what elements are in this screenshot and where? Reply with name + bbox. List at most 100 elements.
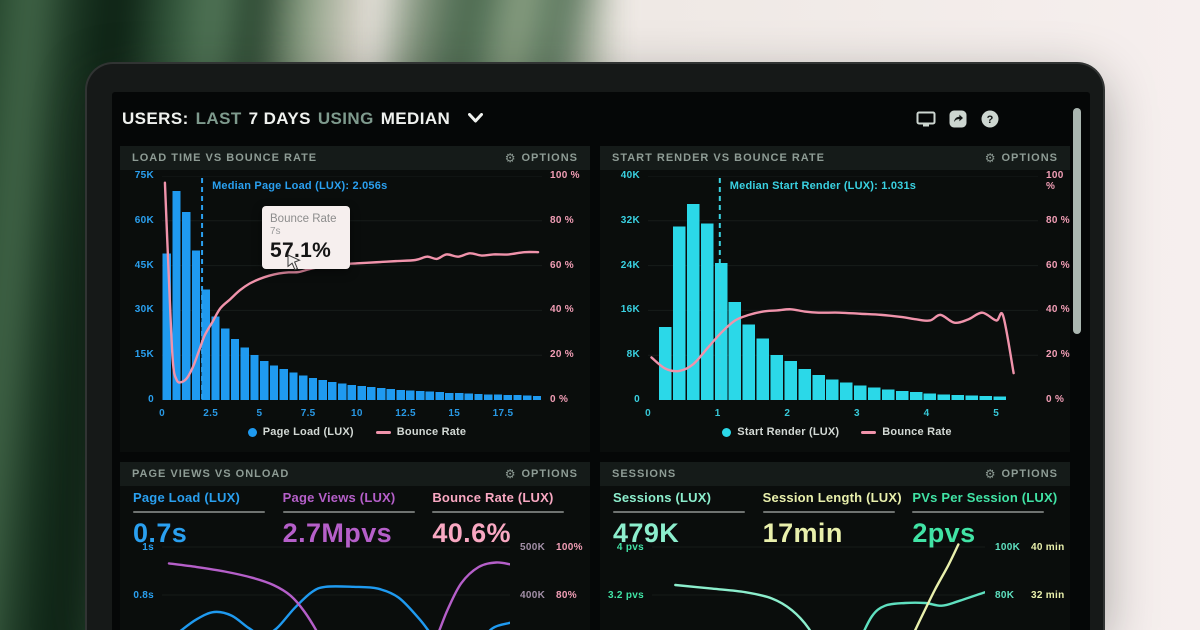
y-axis-tick-right: 60 % [1046, 259, 1070, 271]
y-axis-label-left: 1s [142, 542, 154, 553]
metric-page-load: Page Load (LUX) 0.7s [133, 490, 283, 549]
scrollbar[interactable] [1073, 108, 1081, 334]
metric-value: 479K [613, 518, 680, 548]
sessions-plot[interactable] [652, 540, 985, 630]
load_time-plot[interactable] [162, 176, 542, 400]
x-axis-tick: 15 [448, 408, 461, 419]
tooltip-value: 57.1% [270, 239, 332, 262]
title-part: 7 DAYS [248, 109, 311, 128]
legend-item[interactable]: Page Load (LUX) [247, 426, 354, 438]
y-axis-label-left: 4 pvs [616, 542, 644, 553]
options-button[interactable]: ⚙ OPTIONS [505, 152, 578, 164]
tooltip-title: Bounce Rate [270, 213, 337, 225]
x-axis-tick: 0 [159, 408, 165, 419]
panel-start-render-vs-bounce-rate: START RENDER VS BOUNCE RATE ⚙ OPTIONS Me… [600, 146, 1070, 452]
dot-marker [722, 427, 732, 437]
panel-sessions: SESSIONS ⚙ OPTIONS Sessions (LUX) 479K [600, 462, 1070, 630]
metric-row: Page Load (LUX) 0.7s Page Views (LUX) 2.… [133, 490, 582, 549]
options-label: OPTIONS [1001, 152, 1058, 164]
y-axis-tick-right: 0 % [550, 394, 569, 405]
y-axis-tick-right: 60 % [550, 259, 574, 271]
y-axis-label-right-2: 100% [556, 542, 583, 553]
x-axis-tick: 1 [714, 408, 721, 419]
page-views-chart[interactable]: Page Load (LUX) 0.7s Page Views (LUX) 2.… [120, 486, 590, 630]
options-label: OPTIONS [1001, 468, 1058, 480]
y-axis-tick-left: 60K [134, 214, 154, 226]
metric-label: Page Views (LUX) [282, 490, 396, 505]
y-axis-tick-left: 24K [620, 259, 640, 271]
y-axis-label-left: 0.8s [133, 590, 154, 601]
x-axis-tick: 2.5 [203, 408, 219, 419]
y-axis-tick-right: 100 % [1046, 170, 1064, 192]
panel-title: SESSIONS [612, 468, 677, 480]
header-icon-group: ? [915, 110, 1000, 128]
metric-label: Bounce Rate (LUX) [432, 490, 554, 505]
sessions-chart[interactable]: Sessions (LUX) 479K Session Length (LUX)… [600, 486, 1070, 630]
dashboard-header: USERS: LAST 7 DAYS USING MEDIAN ? [122, 106, 1066, 132]
y-axis-tick-left: 0 [148, 394, 154, 405]
y-axis-tick-left: 16K [620, 304, 640, 316]
legend-item[interactable]: Bounce Rate [861, 426, 952, 438]
metric-value: 0.7s [133, 518, 188, 548]
share-icon[interactable] [947, 110, 968, 128]
panel-title: START RENDER VS BOUNCE RATE [612, 152, 825, 164]
metric-pvs-per-session: PVs Per Session (LUX) 2pvs [912, 490, 1062, 549]
y-axis-tick-left: 0 [634, 394, 640, 405]
tooltip-subtitle: 7s [270, 226, 281, 237]
y-axis-tick-left: 15K [134, 349, 154, 361]
y-axis-tick-right: 80 % [1046, 214, 1070, 226]
start_render-plot[interactable] [648, 176, 1038, 400]
metric-underline [432, 511, 565, 513]
x-axis-tick: 5 [256, 408, 263, 419]
y-axis-tick-left: 75K [134, 170, 154, 181]
metric-value: 2pvs [912, 518, 976, 548]
panel-header: SESSIONS ⚙ OPTIONS [600, 462, 1070, 486]
page-title: USERS: LAST 7 DAYS USING MEDIAN [122, 109, 457, 129]
gear-icon: ⚙ [504, 151, 517, 165]
panel-header: PAGE VIEWS VS ONLOAD ⚙ OPTIONS [120, 462, 590, 486]
load-time-chart[interactable]: Median Page Load (LUX): 2.056s Bounce Ra… [120, 170, 590, 452]
gear-icon: ⚙ [984, 151, 997, 165]
monitor-icon[interactable] [915, 110, 936, 128]
y-axis-label-right-1: 100K [995, 542, 1021, 553]
y-axis-label-right-1: 500K [520, 542, 546, 553]
start-render-chart[interactable]: Median Start Render (LUX): 1.031s Start … [600, 170, 1070, 452]
median-annotation: Median Page Load (LUX): 2.056s [212, 180, 388, 192]
legend-label: Start Render (LUX) [737, 426, 840, 438]
y-axis-label-left: 3.2 pvs [607, 590, 644, 601]
metric-underline [762, 511, 895, 513]
y-axis-tick-right: 100 % [550, 170, 580, 181]
y-axis-tick-left: 45K [134, 259, 154, 271]
y-axis-tick-left: 32K [620, 214, 640, 226]
options-label: OPTIONS [521, 152, 578, 164]
title-part: MEDIAN [380, 109, 451, 128]
options-label: OPTIONS [521, 468, 578, 480]
options-button[interactable]: ⚙ OPTIONS [505, 468, 578, 480]
y-axis-label-right-2: 40 min [1031, 542, 1065, 553]
metric-label: Sessions (LUX) [613, 490, 712, 505]
x-axis-tick: 4 [923, 408, 930, 419]
x-axis-tick: 17.5 [492, 408, 514, 419]
options-button[interactable]: ⚙ OPTIONS [985, 468, 1058, 480]
y-axis-label-right-1: 80K [995, 590, 1015, 601]
panel-title: PAGE VIEWS VS ONLOAD [132, 468, 290, 480]
options-button[interactable]: ⚙ OPTIONS [985, 152, 1058, 164]
metric-value: 40.6% [432, 518, 511, 548]
metric-underline [282, 511, 415, 513]
users-range-dropdown[interactable]: USERS: LAST 7 DAYS USING MEDIAN [122, 109, 484, 129]
help-icon[interactable]: ? [979, 110, 1000, 128]
legend-item[interactable]: Start Render (LUX) [722, 426, 839, 438]
x-axis-tick: 12.5 [395, 408, 416, 419]
title-part: USERS: [122, 109, 189, 128]
y-axis-tick-right: 20 % [1046, 349, 1070, 361]
metric-label: Page Load (LUX) [133, 490, 241, 505]
metric-underline [912, 511, 1045, 513]
gear-icon: ⚙ [504, 467, 517, 481]
y-axis-tick-left: 40K [620, 170, 640, 181]
page_views-plot[interactable] [162, 540, 510, 630]
y-axis-label-right-2: 32 min [1031, 590, 1065, 601]
panel-title: LOAD TIME VS BOUNCE RATE [132, 152, 318, 164]
bounce-rate-tooltip: Bounce Rate 7s 57.1% [262, 206, 350, 269]
legend-item[interactable]: Bounce Rate [375, 426, 466, 438]
